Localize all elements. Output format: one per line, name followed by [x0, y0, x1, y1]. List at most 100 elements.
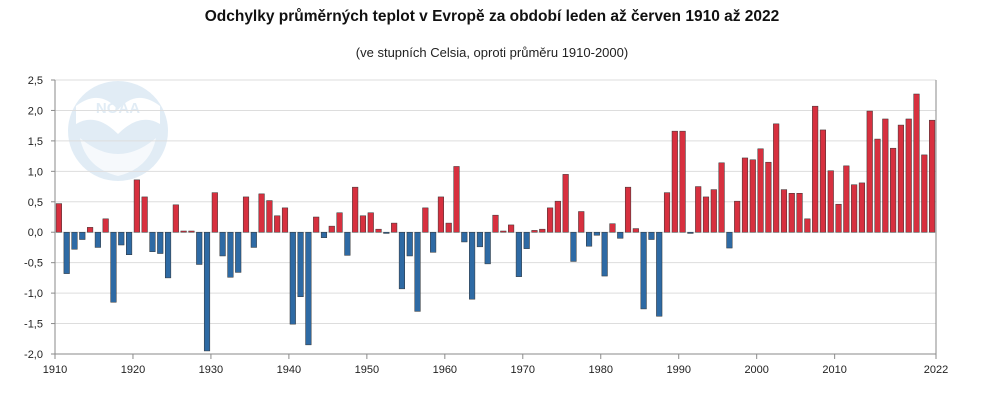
bar-1965	[484, 231, 491, 265]
bar-2021	[921, 154, 928, 233]
y-tick-label: 1,5	[28, 136, 43, 148]
bar-1952	[383, 231, 390, 234]
bar-1915	[94, 231, 101, 248]
bar-1977	[578, 211, 585, 233]
bar-2007	[812, 105, 819, 233]
bar-1943	[313, 216, 320, 233]
x-tick-label: 1990	[666, 364, 690, 376]
bar-1962	[461, 231, 468, 243]
bar-1987	[656, 231, 663, 317]
bar-1936	[258, 193, 265, 233]
bar-1945	[328, 225, 335, 233]
bar-1971	[531, 230, 538, 233]
bar-1967	[500, 230, 507, 233]
bar-1980	[601, 231, 608, 277]
bar-1956	[414, 231, 421, 312]
bar-1951	[375, 228, 382, 233]
bar-2018	[897, 124, 904, 233]
bar-2013	[858, 182, 865, 233]
bar-1914	[87, 227, 94, 233]
bar-1939	[281, 207, 289, 233]
noaa-logo-watermark: NOAA	[68, 81, 168, 181]
bar-1996	[726, 231, 733, 249]
chart-subtitle: (ve stupních Celsia, oproti průměru 1910…	[355, 45, 629, 60]
bar-2012	[851, 184, 858, 233]
bar-1961	[453, 166, 460, 233]
bar-2015	[874, 138, 881, 233]
x-tick-label: 1970	[511, 364, 535, 376]
bar-1928	[196, 231, 203, 265]
bar-1941	[297, 231, 304, 298]
bar-1970	[523, 231, 530, 249]
bar-1982	[617, 231, 624, 239]
bar-1991	[687, 231, 694, 234]
bar-1924	[164, 231, 172, 279]
bar-1994	[710, 189, 717, 233]
bar-1957	[422, 207, 429, 233]
bar-2010	[835, 203, 842, 233]
bar-1995	[718, 162, 725, 233]
x-tick-label: 1910	[43, 364, 67, 376]
bar-1986	[648, 231, 655, 240]
y-tick-label: -1,5	[24, 319, 43, 331]
bar-1920	[133, 179, 140, 233]
bar-1911	[63, 231, 70, 274]
bar-1947	[344, 231, 351, 256]
bar-1978	[586, 231, 593, 247]
bar-1997	[734, 200, 741, 233]
y-tick-label: -0,5	[24, 258, 43, 270]
x-tick-label: 1940	[277, 364, 301, 376]
bar-1910	[55, 203, 62, 233]
bar-1989	[671, 130, 678, 233]
x-tick-label: 1980	[589, 364, 613, 376]
bar-1942	[305, 231, 312, 346]
bar-1960	[445, 222, 452, 233]
bar-1916	[102, 218, 109, 233]
bar-1976	[570, 231, 577, 262]
bar-1975	[562, 174, 569, 233]
bar-1912	[71, 231, 78, 250]
bar-1934	[242, 196, 250, 233]
bar-1950	[367, 212, 374, 233]
bar-1992	[695, 186, 702, 233]
x-tick-label: 2010	[822, 364, 846, 376]
bar-1963	[469, 231, 476, 300]
bar-1988	[663, 192, 671, 233]
bar-1940	[289, 231, 296, 325]
x-tick-label: 1960	[433, 364, 457, 376]
bar-1925	[172, 204, 179, 233]
bar-1929	[203, 231, 211, 352]
bar-1937	[266, 200, 273, 233]
bar-1983	[624, 186, 632, 233]
y-tick-label: -1,0	[24, 288, 43, 300]
bar-1949	[359, 215, 367, 233]
bar-1933	[235, 231, 242, 273]
bar-2008	[819, 129, 827, 233]
bar-1981	[609, 223, 616, 233]
y-tick-label: -2,0	[24, 349, 43, 361]
bar-1944	[320, 231, 328, 238]
bar-2001	[765, 161, 772, 233]
y-tick-label: 2,5	[28, 75, 43, 87]
bar-2004	[788, 193, 795, 233]
y-tick-label: 2,0	[28, 105, 43, 117]
bar-1998	[741, 157, 749, 233]
chart-title: Odchylky průměrných teplot v Evropě za o…	[204, 8, 780, 25]
bar-1938	[274, 215, 281, 233]
bar-1959	[437, 196, 444, 233]
bar-2019	[905, 118, 912, 233]
bar-1918	[118, 231, 125, 246]
bar-1953	[391, 222, 398, 233]
bar-1922	[149, 231, 156, 252]
bar-1926	[180, 230, 187, 233]
bar-1930	[211, 192, 218, 233]
x-tick-label: 1930	[199, 364, 223, 376]
y-tick-label: 0,5	[28, 197, 43, 209]
bar-2009	[827, 170, 834, 233]
bar-1923	[157, 231, 164, 254]
bar-1979	[593, 231, 600, 236]
bar-2020	[913, 93, 920, 233]
bar-1955	[406, 231, 413, 257]
x-tick-label: 2022	[924, 364, 948, 376]
